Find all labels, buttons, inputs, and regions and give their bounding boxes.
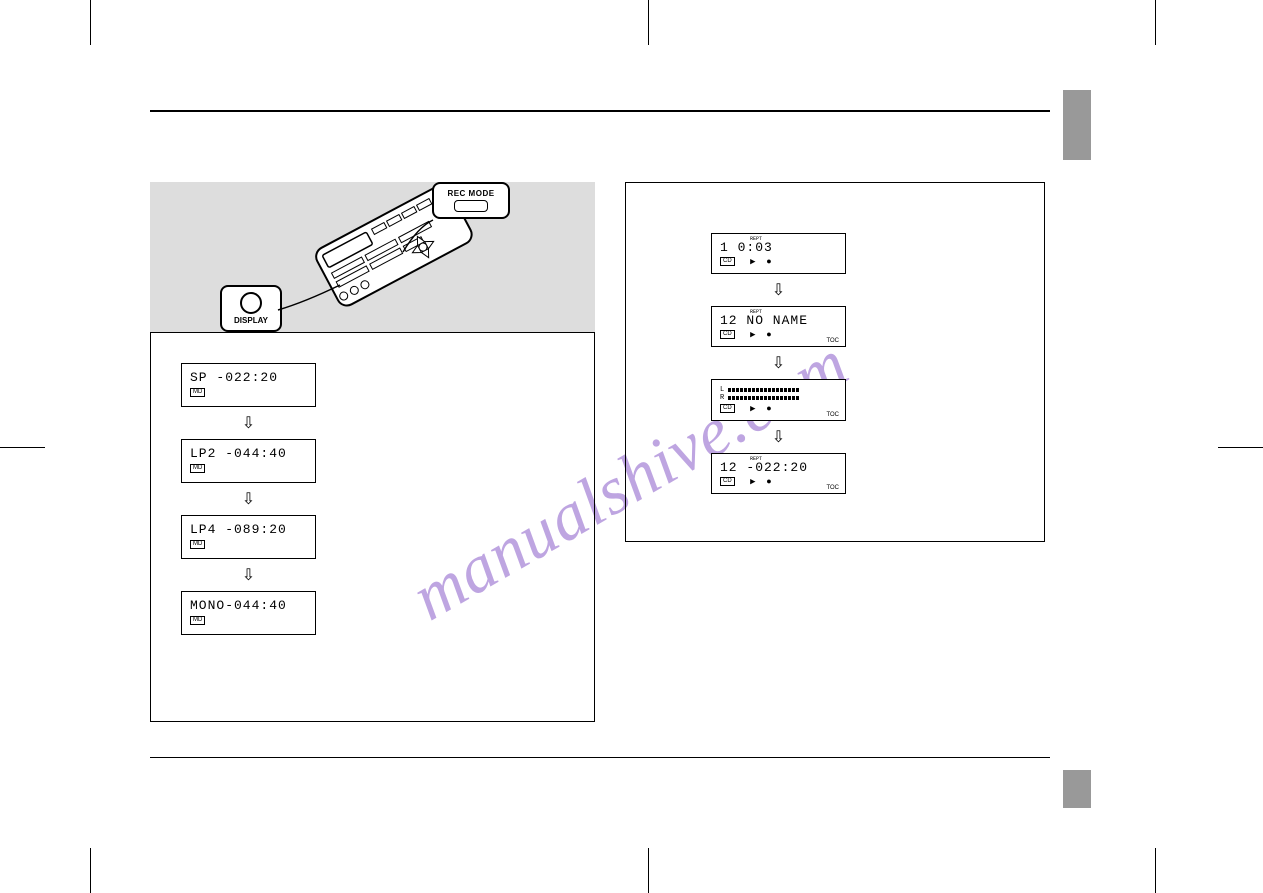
right-box: REPT 1 0:03 CD ▶ ● ⇩ REPT 12 NO NAME [625, 182, 1045, 542]
down-arrow-icon: ⇩ [711, 427, 846, 447]
md-badge: MD [190, 464, 205, 473]
play-icon: ▶ ● [750, 330, 772, 340]
callout-line [275, 282, 355, 322]
lcd-indicators: CD ▶ ● [720, 477, 837, 487]
side-tab [1063, 770, 1091, 808]
lcd-indicators: CD ▶ ● [720, 404, 837, 414]
left-column: REC MODE DISPLAY SP -022:2 [150, 182, 595, 722]
play-icon: ▶ ● [750, 477, 772, 487]
lcd-display: LP4 -089:20 MD [181, 515, 316, 559]
lcd-display: REPT 12 NO NAME CD ▶ ● TOC [711, 306, 846, 347]
md-badge: MD [190, 540, 205, 549]
lcd-display: SP -022:20 MD [181, 363, 316, 407]
callout-display: DISPLAY [220, 285, 282, 332]
down-arrow-icon: ⇩ [181, 413, 316, 433]
crop-mark [90, 0, 91, 45]
crop-mark [1218, 447, 1263, 448]
crop-mark [90, 848, 91, 893]
down-arrow-icon: ⇩ [181, 565, 316, 585]
lcd-display: MONO-044:40 MD [181, 591, 316, 635]
rept-indicator: REPT [750, 236, 762, 242]
rept-indicator: REPT [750, 309, 762, 315]
lcd-display-vu: L R CD ▶ ● [711, 379, 846, 421]
lcd-display: REPT 1 0:03 CD ▶ ● [711, 233, 846, 274]
toc-indicator: TOC [826, 485, 839, 491]
cd-badge: CD [720, 330, 735, 339]
callout-rec-mode: REC MODE [432, 182, 510, 219]
lcd-indicators: CD ▶ ● [720, 330, 837, 340]
callout-line [400, 217, 450, 257]
lcd-indicators: CD ▶ ● [720, 257, 837, 267]
top-rule [150, 110, 1050, 112]
vu-meter [728, 396, 799, 400]
play-icon: ▶ ● [750, 257, 772, 267]
down-arrow-icon: ⇩ [711, 280, 846, 300]
toc-indicator: TOC [826, 338, 839, 344]
md-badge: MD [190, 388, 205, 397]
crop-mark [648, 848, 649, 893]
cd-badge: CD [720, 257, 735, 266]
display-label: DISPLAY [232, 316, 270, 325]
remote-panel: REC MODE DISPLAY [150, 182, 595, 332]
play-icon: ▶ ● [750, 404, 772, 414]
down-arrow-icon: ⇩ [181, 489, 316, 509]
down-arrow-icon: ⇩ [711, 353, 846, 373]
cd-badge: CD [720, 404, 735, 413]
display-button-shape [240, 292, 262, 314]
page-content: REC MODE DISPLAY SP -022:2 [150, 110, 1050, 758]
lcd-display: LP2 -044:40 MD [181, 439, 316, 483]
crop-mark [1155, 0, 1156, 45]
toc-indicator: TOC [826, 412, 839, 418]
crop-mark [0, 447, 45, 448]
crop-mark [1155, 848, 1156, 893]
lcd-display: REPT 12 -022:20 CD ▶ ● TOC [711, 453, 846, 494]
lcd-text: 12 -022:20 [720, 460, 837, 475]
crop-mark [648, 0, 649, 45]
lcd-text: LP4 -089:20 [190, 522, 307, 537]
vu-label-r: R [720, 394, 728, 402]
vu-meter [728, 388, 799, 392]
rec-mode-label: REC MODE [444, 189, 498, 198]
left-box: SP -022:20 MD ⇩ LP2 -044:40 MD ⇩ LP4 -08… [150, 332, 595, 722]
rec-mode-button-shape [454, 200, 488, 212]
lcd-text: LP2 -044:40 [190, 446, 307, 461]
lcd-text: 12 NO NAME [720, 313, 837, 328]
lcd-text: 1 0:03 [720, 240, 837, 255]
cd-badge: CD [720, 477, 735, 486]
bottom-rule [150, 757, 1050, 758]
rept-indicator: REPT [750, 456, 762, 462]
vu-label-l: L [720, 386, 728, 394]
lcd-text: MONO-044:40 [190, 598, 307, 613]
right-column: REPT 1 0:03 CD ▶ ● ⇩ REPT 12 NO NAME [625, 182, 1045, 722]
side-tab [1063, 90, 1091, 160]
md-badge: MD [190, 616, 205, 625]
lcd-text: SP -022:20 [190, 370, 307, 385]
